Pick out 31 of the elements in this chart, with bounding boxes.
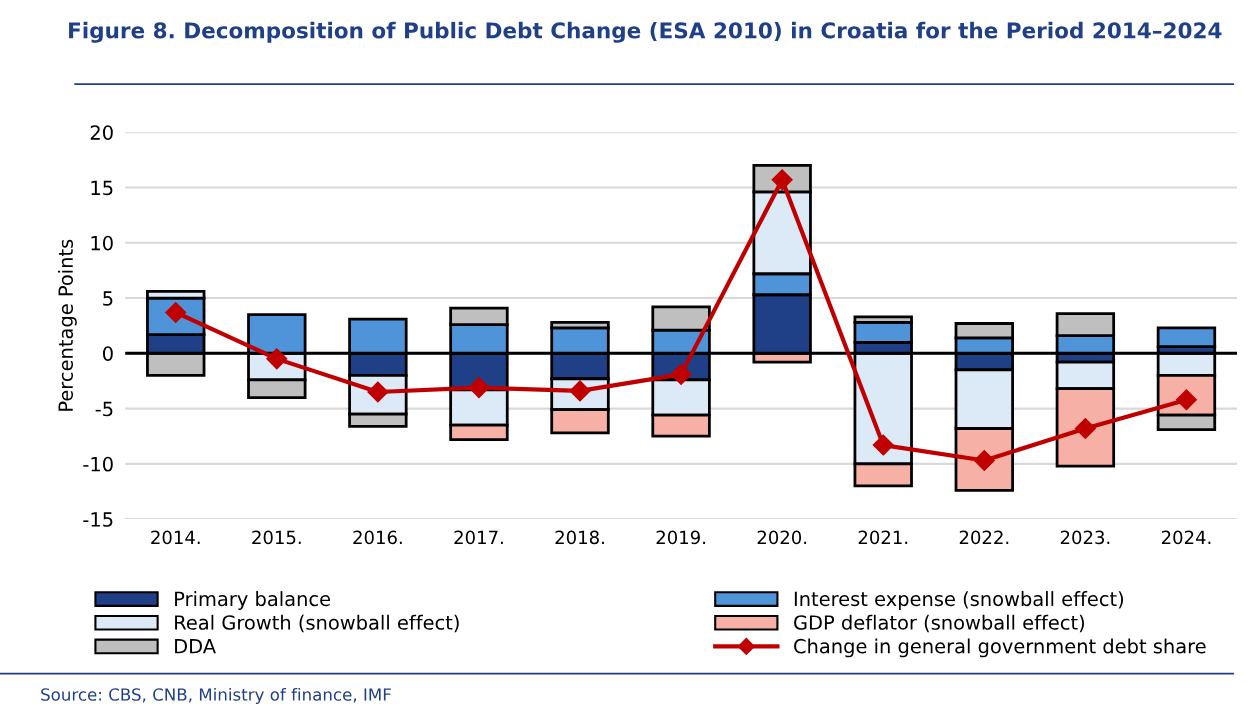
legend-label: Interest expense (snowball effect) bbox=[794, 591, 1124, 610]
y-tick-label: 10 bbox=[91, 235, 113, 251]
point bbox=[468, 377, 490, 399]
source-note: Source: CBS, CNB, Ministry of finance, IMF bbox=[41, 687, 391, 705]
x-tick-label: 2016. bbox=[353, 530, 402, 545]
x-tick-label: 2017. bbox=[454, 530, 503, 545]
y-tick-label: -15 bbox=[83, 512, 113, 527]
y-tick-label: -10 bbox=[83, 456, 113, 472]
y-tick-label: -5 bbox=[95, 401, 113, 417]
x-tick-label: 2023. bbox=[1060, 530, 1110, 545]
x-tick-label: 2021. bbox=[858, 530, 908, 545]
point bbox=[872, 434, 894, 456]
y-tick-label: 0 bbox=[103, 346, 113, 361]
y-axis-title: Percentage Points bbox=[57, 239, 77, 411]
x-tick-label: 2020. bbox=[757, 530, 807, 545]
legend-label: DDA bbox=[175, 639, 216, 654]
legend-label: Real Growth (snowball effect) bbox=[175, 614, 459, 633]
bar bbox=[1156, 326, 1217, 349]
x-tick-label: 2015. bbox=[252, 530, 301, 545]
x-tick-label: 2019. bbox=[656, 530, 705, 545]
x-tick-label: 2022. bbox=[959, 530, 1009, 545]
y-tick-label: 20 bbox=[90, 125, 113, 140]
legend-label: Change in general government debt share bbox=[794, 638, 1206, 658]
y-tick-label: 15 bbox=[91, 180, 113, 196]
legend-label: GDP deflator (snowball effect) bbox=[794, 614, 1085, 633]
y-tick-label: 5 bbox=[103, 291, 113, 306]
x-tick-label: 2014. bbox=[151, 530, 200, 545]
x-tick-label: 2018. bbox=[555, 530, 604, 545]
legend-label: Primary balance bbox=[175, 591, 331, 610]
x-tick-label: 2024. bbox=[1161, 530, 1211, 545]
chart-title: Figure 8. Decomposition of Public Debt Change (ESA 2010) in Croatia for the Period 2014–2024 bbox=[69, 21, 1222, 43]
